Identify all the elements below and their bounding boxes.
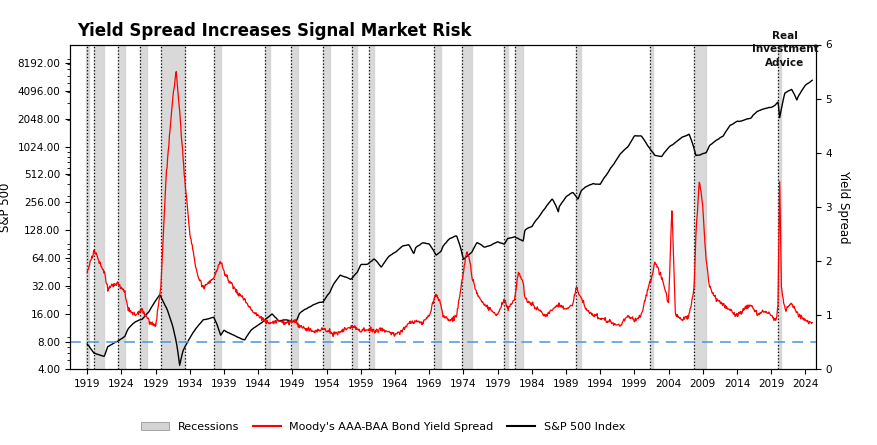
Bar — [778, 44, 781, 369]
Legend: Recessions, Moody's AAA-BAA Bond Yield Spread, S&P 500 Index: Recessions, Moody's AAA-BAA Bond Yield S… — [137, 417, 630, 436]
Bar — [324, 44, 330, 369]
Bar — [515, 44, 524, 369]
Bar — [118, 44, 125, 369]
Bar — [290, 44, 297, 369]
Bar — [650, 44, 653, 369]
Bar — [160, 44, 185, 369]
Bar — [86, 44, 89, 369]
Bar — [140, 44, 147, 369]
Y-axis label: S&P 500: S&P 500 — [0, 182, 12, 231]
Bar — [94, 44, 104, 369]
Bar — [434, 44, 441, 369]
Bar — [461, 44, 472, 369]
Text: Yield Spread Increases Signal Market Risk: Yield Spread Increases Signal Market Ris… — [77, 22, 472, 40]
Bar — [353, 44, 358, 369]
Bar — [214, 44, 221, 369]
Bar — [504, 44, 508, 369]
Text: Real
Investment
Advice: Real Investment Advice — [752, 31, 818, 68]
Bar — [369, 44, 374, 369]
Bar — [695, 44, 706, 369]
Y-axis label: Yield Spread: Yield Spread — [838, 170, 851, 244]
Bar — [265, 44, 270, 369]
Bar — [576, 44, 581, 369]
